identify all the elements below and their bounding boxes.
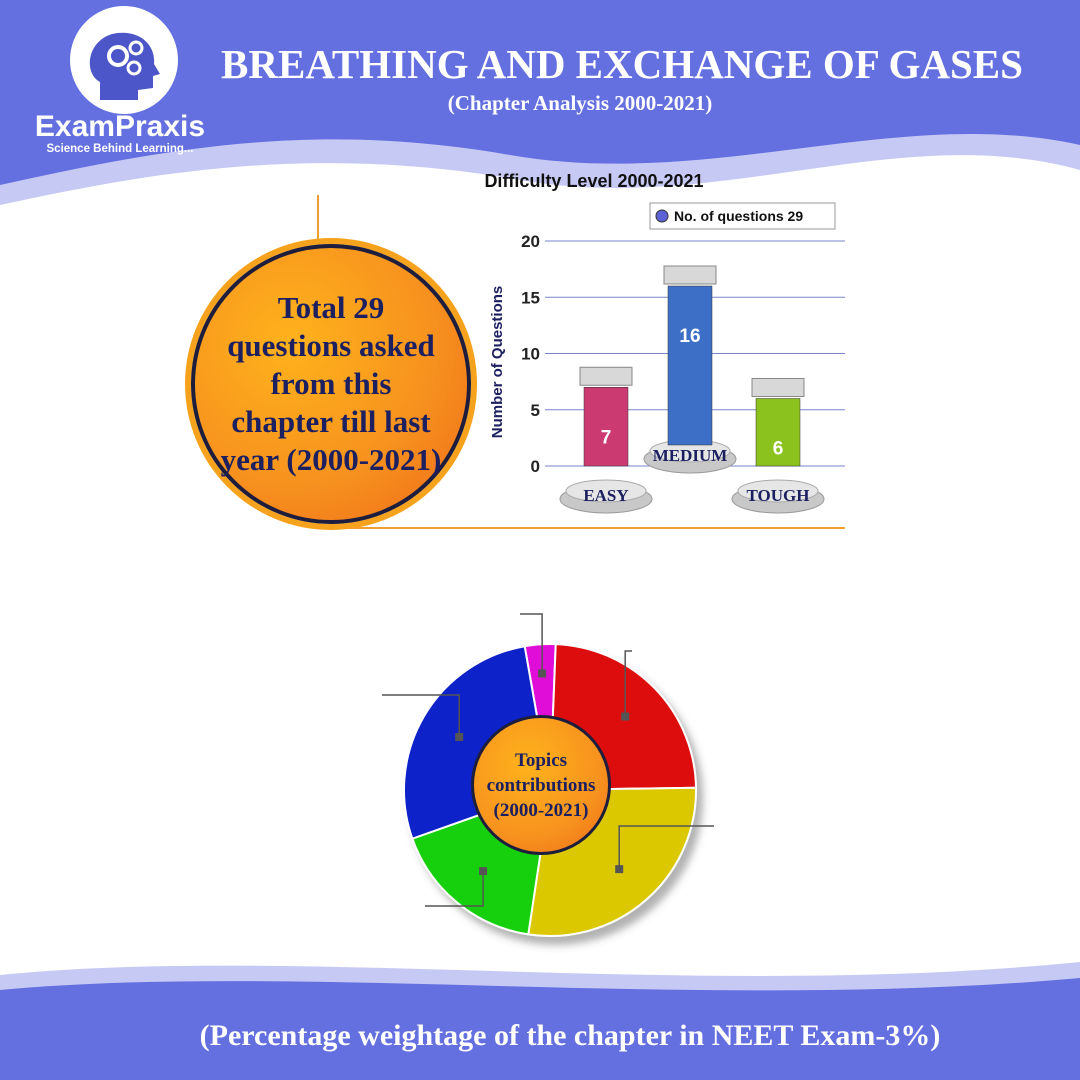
bar-cap [579,366,633,386]
footer-band [0,978,1080,1080]
leader-line [618,825,714,870]
y-tick-label: 20 [521,232,540,251]
footer-note: (Percentage weightage of the chapter in … [200,1019,941,1052]
logo-gear [107,45,129,67]
leader-dot [479,867,488,876]
y-tick-label: 10 [521,345,540,364]
brand-name: ExamPraxis [35,110,205,143]
x-tick-label: TOUGH [747,486,810,505]
leader-line [382,694,460,738]
leader-dot [621,712,630,721]
x-tick-label: MEDIUM [653,446,728,465]
bar-cap [663,265,717,285]
pedestal-top [565,479,647,503]
leader-dot [538,669,547,678]
pie-center-label: Topics contributions (2000-2021) [486,749,596,821]
value-label: 7 [601,427,612,448]
brand-tagline: Science Behind Learning... [47,143,194,155]
legend-label: No. of questions 29 [674,208,803,224]
leader-line [624,650,632,717]
pie-center: Topics contributions (2000-2021) [471,715,611,855]
legend-swatch [655,209,669,223]
page-title: BREATHING AND EXCHANGE OF GASES [221,41,1023,87]
x-tick-label: EASY [583,486,628,505]
leader-dot [615,865,624,874]
callout: Total 29 questions asked from this chapt… [191,244,471,524]
y-tick-label: 0 [531,457,540,476]
bar [755,398,801,467]
leader-line [425,871,484,907]
leader-dot [455,733,464,742]
callout-text: Total 29 questions asked from this chapt… [220,290,442,477]
pedestal-top [737,479,819,503]
bar [667,285,713,446]
logo-gear [126,60,142,76]
leader-line [520,613,543,674]
value-label: 16 [679,326,700,347]
logo-gear [128,40,144,56]
bar [583,387,629,467]
y-tick-label: 5 [531,401,540,420]
header-band [0,0,1080,185]
legend-box [649,202,836,230]
y-axis-label: Number of Questions [489,286,506,439]
page-subtitle: (Chapter Analysis 2000-2021) [448,91,712,115]
value-label: 6 [773,439,784,460]
bar-cap [751,378,805,397]
y-tick-label: 15 [521,288,540,307]
chart-title: Difficulty Level 2000-2021 [484,171,703,191]
